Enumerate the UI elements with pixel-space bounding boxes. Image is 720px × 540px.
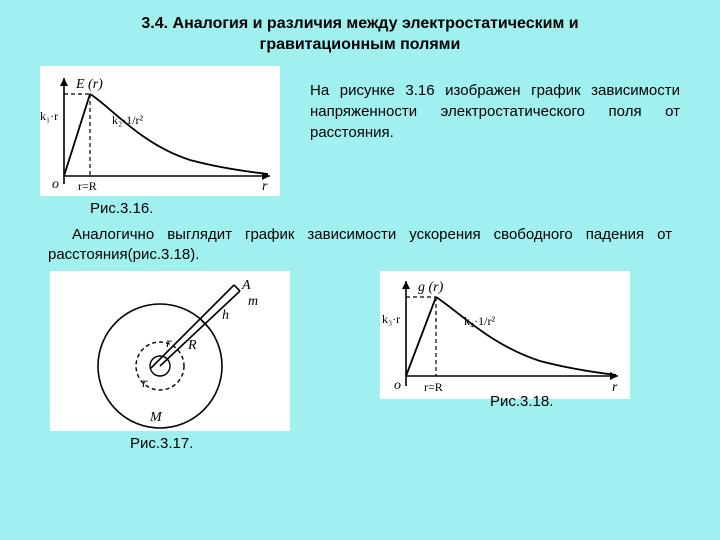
page-title: 3.4. Аналогия и различия между электрост… [60, 14, 660, 56]
label-r-inner-top: r [166, 336, 172, 351]
caption-3-16: Рис.3.16. [90, 200, 290, 217]
title-line-1: 3.4. Аналогия и различия между электрост… [141, 15, 578, 32]
label-M: M [149, 410, 163, 425]
chart-g-vs-r: g (r) r o k₃·r k₄·1/r² r=R [380, 271, 630, 399]
chart-e-vs-r: E (r) r o k₁·r k₂·1/r² r=R [40, 66, 280, 196]
inverse-sq-label: k₂·1/r² [112, 113, 144, 127]
diagram-sphere: A m h R r r M [50, 271, 290, 431]
x-axis-label-g: r [612, 380, 618, 395]
origin-label-g: o [394, 378, 401, 393]
y-axis-label-g: g (r) [418, 280, 444, 295]
caption-3-17: Рис.3.17. [130, 435, 350, 452]
label-m: m [248, 294, 258, 309]
inverse-sq-label-g: k₄·1/r² [464, 314, 496, 328]
origin-label: o [52, 177, 59, 192]
x-marker-label: r=R [78, 179, 97, 193]
figure-3-18: g (r) r o k₃·r k₄·1/r² r=R Рис.3.18. [350, 271, 680, 410]
linear-coef-label-g: k₃·r [382, 312, 400, 326]
label-r-inner-bot: r [142, 376, 148, 391]
label-h: h [222, 308, 229, 323]
linear-coef-label: k₁·r [40, 109, 58, 123]
y-axis-label: E (r) [75, 77, 103, 92]
figure-3-17: A m h R r r M Рис.3.17. [40, 271, 350, 452]
x-marker-label-g: r=R [424, 380, 443, 394]
x-axis-label: r [262, 179, 268, 194]
label-R: R [187, 338, 197, 353]
figure-3-16: E (r) r o k₁·r k₂·1/r² r=R Рис.3.16. [40, 66, 290, 217]
paragraph-analogous: Аналогично выглядит график зависимости у… [40, 225, 680, 266]
label-A: A [241, 278, 251, 293]
title-line-2: гравитационным полями [260, 36, 461, 53]
description-top: На рисунке 3.16 изображен график зависим… [290, 66, 680, 143]
